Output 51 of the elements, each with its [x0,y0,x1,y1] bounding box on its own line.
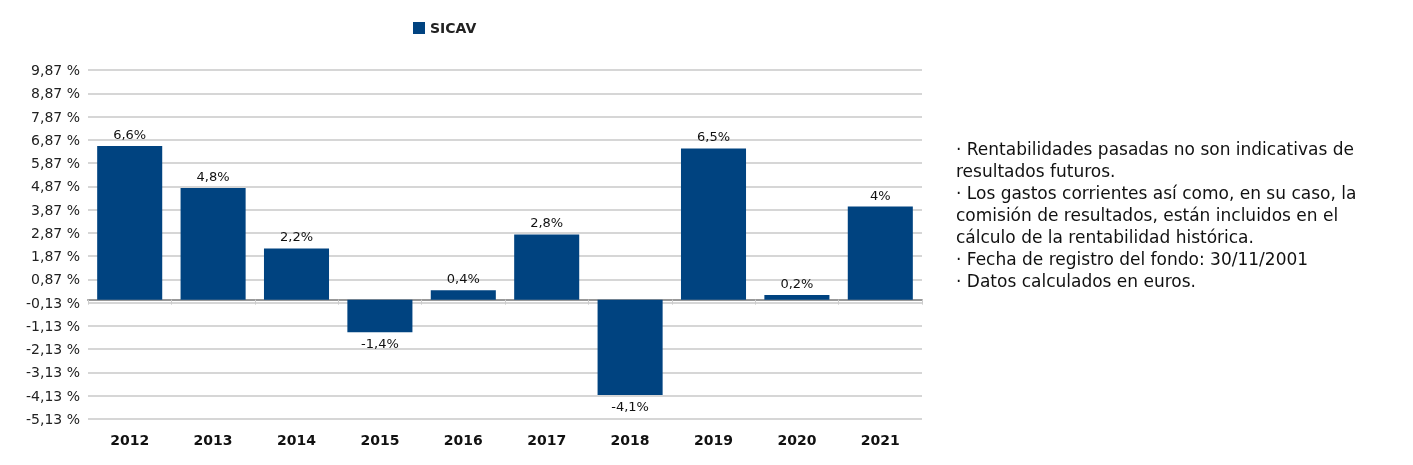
legend-label: SICAV [430,20,477,36]
x-tick-label: 2012 [110,432,150,448]
text: · Fecha de registro del fondo: 30/11/2001 [956,249,1309,269]
data-label: -1,4% [361,336,399,352]
bar [347,299,413,333]
data-label: 2,2% [279,229,314,245]
y-tick-label: 3,87 % [31,201,80,218]
y-tick-label: 6,87 % [31,131,80,148]
y-tick-label: 8,87 % [31,85,80,102]
x-tick-label: 2021 [860,432,900,448]
y-tick-label: -4,13 % [26,387,80,404]
y-tick-label: 1,87 % [31,248,80,265]
text: · Rentabilidades pasadas no son indicativas de resultados futuros. [956,139,1360,181]
bar [97,146,163,300]
data-label: 6,5% [696,129,731,145]
data-label: 4% [869,187,891,203]
x-tick-label: 2020 [777,432,817,448]
y-tick-label: 5,87 % [31,155,80,172]
bar [180,187,246,300]
y-tick-label: 0,87 % [31,271,80,288]
bar [597,299,663,396]
data-label: -4,1% [611,399,649,415]
data-label: 6,6% [113,127,147,143]
text: · Datos calculados en euros. [956,271,1196,291]
x-tick-label: 2016 [443,432,483,448]
x-tick-label: 2017 [527,432,567,448]
x-tick-label: 2019 [694,432,733,448]
bar [764,294,830,300]
y-tick-label: 2,87 % [31,224,80,241]
y-tick-label: -1,13 % [26,317,80,334]
data-label: 2,8% [530,215,564,231]
data-label: 4,8% [196,168,230,184]
x-tick-label: 2013 [193,432,233,448]
text: · Los gastos corrientes así como, en su caso, la comisión de resultados, están incluidos en el cálculo de la rentabilidad histórica. [956,183,1362,247]
bar [430,290,496,300]
data-label: 0,4% [446,271,480,287]
y-tick-label: 4,87 % [31,178,80,195]
x-tick-label: 2014 [277,432,317,448]
bar [680,148,747,300]
y-tick-label: -0,13 % [26,294,80,311]
y-tick-label: -3,13 % [26,364,80,381]
x-tick-label: 2018 [610,432,650,448]
y-tick-label: -2,13 % [26,341,80,358]
y-tick-label: 9,87 % [31,62,80,78]
data-label: 0,2% [780,275,814,291]
y-tick-label: -5,13 % [26,411,80,427]
y-tick-label: 7,87 % [31,108,80,125]
bar [514,234,580,300]
bar [263,248,330,300]
bar [847,206,913,300]
x-tick-label: 2015 [360,432,400,448]
